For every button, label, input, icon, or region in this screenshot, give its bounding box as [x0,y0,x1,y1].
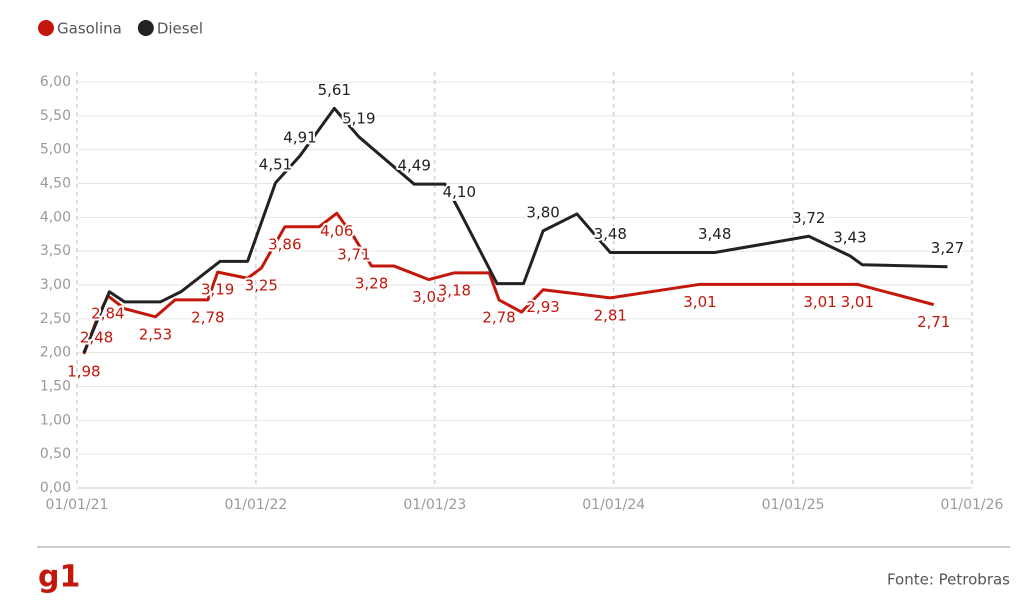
data-label: 2,53 [139,325,172,343]
data-label: 4,06 [320,222,353,240]
data-label: 3,01 [841,293,874,311]
y-tick-label: 4,50 [40,176,71,192]
data-label: 5,19 [342,109,375,127]
data-label: 2,84 [91,304,124,322]
data-label: 3,48 [594,225,627,243]
y-tick-label: 5,00 [40,142,71,158]
y-tick-label: 2,50 [40,311,71,327]
data-label: 1,98 [67,363,100,381]
data-label: 3,28 [355,275,388,293]
data-label: 3,43 [833,228,866,246]
y-tick-label: 0,00 [40,480,71,496]
x-tick-label: 01/01/22 [224,497,287,513]
x-tick-label: 01/01/23 [403,497,466,513]
data-label: 4,91 [283,128,316,146]
data-label: 3,71 [337,245,370,263]
data-label: 3,86 [268,235,301,253]
legend-label: Gasolina [57,20,122,38]
y-tick-label: 2,00 [40,345,71,361]
series-line [82,106,948,354]
data-label: 3,08 [412,288,445,306]
data-label: 3,01 [803,293,836,311]
data-label: 4,49 [398,157,431,175]
data-label: 3,72 [792,209,825,227]
x-tick-label: 01/01/26 [941,497,1004,513]
source: Fonte: Petrobras [887,571,1010,589]
y-tick-label: 3,50 [40,243,71,259]
data-label: 3,25 [245,277,278,295]
legend-swatch [137,20,154,36]
legend-label: Diesel [157,20,203,38]
data-label: 5,61 [318,81,351,99]
data-label: 3,48 [698,225,731,243]
y-tick-label: 6,00 [40,74,71,90]
brand-logo: g1 [38,560,80,595]
series-line [82,211,935,355]
legend-swatch [38,20,54,36]
data-label: 3,01 [683,293,716,311]
data-label: 2,78 [191,308,224,326]
data-label: 3,80 [526,203,559,221]
data-label: 3,27 [931,239,964,257]
x-tick-label: 01/01/24 [582,497,645,513]
data-label: 2,81 [594,306,627,324]
x-tick-label: 01/01/21 [46,497,109,513]
y-tick-label: 0,50 [40,446,71,462]
y-tick-label: 3,00 [40,277,71,293]
y-tick-label: 1,50 [40,379,71,395]
y-tick-label: 4,00 [40,209,71,225]
y-tick-label: 5,50 [40,108,71,124]
y-tick-label: 1,00 [40,412,71,428]
data-label: 4,51 [259,155,292,173]
data-label: 4,10 [443,183,476,201]
x-tick-label: 01/01/25 [762,497,825,513]
data-label: 2,71 [917,313,950,331]
data-label: 3,19 [201,281,234,299]
data-label: 2,78 [482,308,515,326]
data-label: 3,18 [438,281,471,299]
data-label: 2,48 [80,329,113,347]
data-label: 2,93 [526,298,559,316]
